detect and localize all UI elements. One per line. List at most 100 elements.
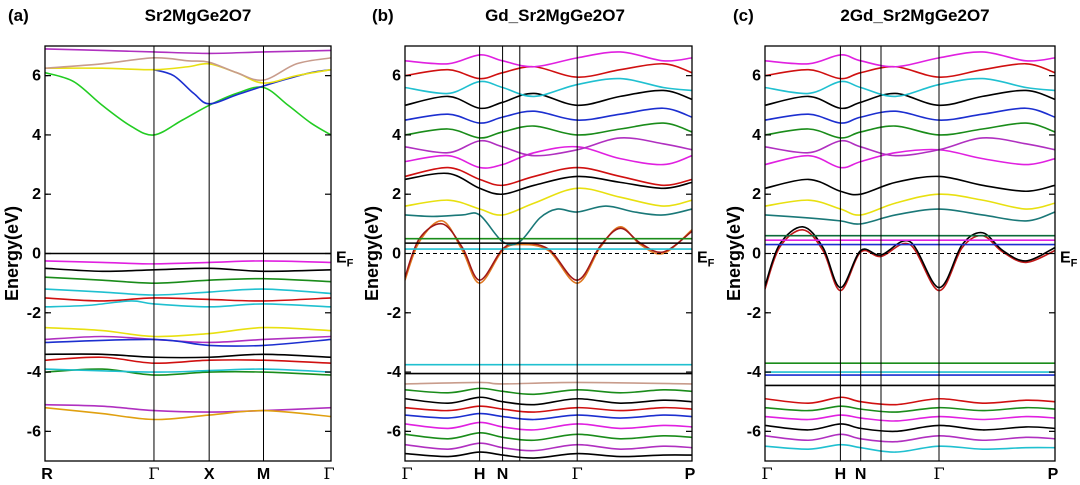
panel-label: (b) <box>372 6 394 25</box>
panel-title: 2Gd_Sr2MgGe2O7 <box>840 6 989 25</box>
band-gd2-c-blue <box>765 107 1055 124</box>
band-gd2-c-red <box>765 62 1055 80</box>
band-gd2-c-magenta <box>765 148 1055 169</box>
band-valence-violet-14 <box>45 403 331 413</box>
kpoint-label: H <box>474 466 486 483</box>
y-tick-label: 6 <box>32 68 41 85</box>
kpoint-label: N <box>855 466 867 483</box>
y-tick-label: 6 <box>752 68 761 85</box>
band-gd-c-green <box>405 122 692 139</box>
kpoint-label: P <box>1048 466 1059 483</box>
band-gd-v-red <box>405 405 692 413</box>
band-gd2-c-magenta2 <box>765 51 1055 68</box>
y-tick-label: 2 <box>392 186 401 203</box>
panel-label: (a) <box>8 6 29 25</box>
band-gd-v-magenta <box>405 421 692 431</box>
band-gd-c-black2 <box>405 89 692 110</box>
band-lines <box>765 51 1055 453</box>
kpoint-label: P <box>685 466 696 483</box>
kpoint-label: Γ <box>323 464 334 483</box>
band-gd-c-magenta <box>405 145 692 169</box>
y-tick-label: -6 <box>387 423 401 440</box>
y-axis-label: Energy(eV) <box>724 206 744 301</box>
band-gd-v-violet <box>405 442 692 452</box>
y-tick-label: -4 <box>387 364 401 381</box>
band-gd-v-green2 <box>405 432 692 442</box>
band-gd2-c-green <box>765 122 1055 139</box>
band-valence-red-5 <box>45 297 331 302</box>
y-tick-label: -2 <box>27 305 41 322</box>
band-gd-c-violet <box>405 136 692 157</box>
band-gd-v-green <box>405 387 692 396</box>
panel-title: Sr2MgGe2O7 <box>145 6 252 25</box>
fermi-label: EF <box>697 250 715 270</box>
band-gd2-red <box>765 228 1055 292</box>
y-axis-label: Energy(eV) <box>362 206 382 301</box>
band-valence-black-10 <box>45 353 331 359</box>
panel-1: (a) Sr2MgGe2O7 Energy(eV) -6 -4 -2 0 2 4 6 R Γ X M Γ EF <box>2 6 354 483</box>
band-gd-v-tan <box>405 381 692 385</box>
y-tick-label: -2 <box>387 305 401 322</box>
y-tick-label: 2 <box>32 186 41 203</box>
y-tick-label: 2 <box>752 186 761 203</box>
y-tick-label: -6 <box>27 423 41 440</box>
band-gd-v-black2 <box>405 396 692 406</box>
kpoint-label: Γ <box>761 464 772 483</box>
y-tick-label: -4 <box>27 364 41 381</box>
band-gd-teal <box>405 205 692 246</box>
band-gd2-c-teal <box>765 208 1055 225</box>
band-valence-blue-9 <box>45 338 331 347</box>
band-gd-v-black3 <box>405 451 692 459</box>
band-gd2-v-red <box>765 396 1055 406</box>
band-gd2-v-black2 <box>765 423 1055 433</box>
y-tick-label: 4 <box>392 127 401 144</box>
y-axis-label: Energy(eV) <box>2 206 22 301</box>
kpoint-label: Γ <box>148 464 159 483</box>
band-valence-red-11 <box>45 356 331 365</box>
kpoint-label: H <box>835 466 847 483</box>
band-gd2-c-cyan <box>765 77 1055 98</box>
band-gd-c-black <box>405 172 692 196</box>
kpoint-label: N <box>497 466 509 483</box>
band-valence-black-2 <box>45 267 331 273</box>
kpoint-label: R <box>41 466 53 483</box>
band-gd-v-blue <box>405 412 692 421</box>
band-gd2-c-yellow <box>765 193 1055 216</box>
band-lines <box>405 51 692 459</box>
y-tick-label: 0 <box>392 246 401 263</box>
y-tick-label: 4 <box>32 127 41 144</box>
band-gd-c-blue <box>405 107 692 124</box>
y-tick-label: -2 <box>747 305 761 322</box>
band-gd-c-red <box>405 166 692 187</box>
band-gd-c-yellow <box>405 187 692 216</box>
y-tick-label: 0 <box>32 246 41 263</box>
band-valence-cyan-4 <box>45 288 331 296</box>
band-gd2-v-violet <box>765 433 1055 443</box>
kpoint-label: Γ <box>401 464 412 483</box>
band-valence-orange-15 <box>45 406 331 421</box>
kpoint-label: Γ <box>933 464 944 483</box>
panel-2: (b) Gd_Sr2MgGe2O7 Energy(eV) -6 -4 -2 0 2 4 6 Γ H N Γ… <box>362 6 715 483</box>
band-gd-c-magenta2 <box>405 51 692 68</box>
kpoint-label: Γ <box>572 464 583 483</box>
panel-3: (c) 2Gd_Sr2MgGe2O7 Energy(eV) -6 -4 -2 0 2 4 6 Γ H N… <box>724 6 1078 483</box>
band-conduction-tan <box>45 57 331 82</box>
band-conduction-yellow <box>45 62 331 84</box>
y-tick-label: -4 <box>747 364 761 381</box>
band-gd-orange <box>405 220 692 284</box>
fermi-label: EF <box>336 250 354 270</box>
band-gd2-c-black2 <box>765 89 1055 110</box>
y-tick-label: 6 <box>392 68 401 85</box>
band-valence-yellow-7 <box>45 326 331 338</box>
band-lines <box>45 48 331 421</box>
kpoint-label: X <box>204 466 215 483</box>
band-gd2-v-green2 <box>765 405 1055 413</box>
band-gd-darkred <box>405 222 692 281</box>
band-valence-magenta-1 <box>45 260 331 265</box>
band-gd2-c-black <box>765 175 1055 196</box>
panel-label: (c) <box>733 6 754 25</box>
band-valence-green-12 <box>45 368 331 376</box>
band-gd2-v-cyan2 <box>765 443 1055 453</box>
panel-title: Gd_Sr2MgGe2O7 <box>485 6 625 25</box>
fermi-label: EF <box>1060 250 1078 270</box>
